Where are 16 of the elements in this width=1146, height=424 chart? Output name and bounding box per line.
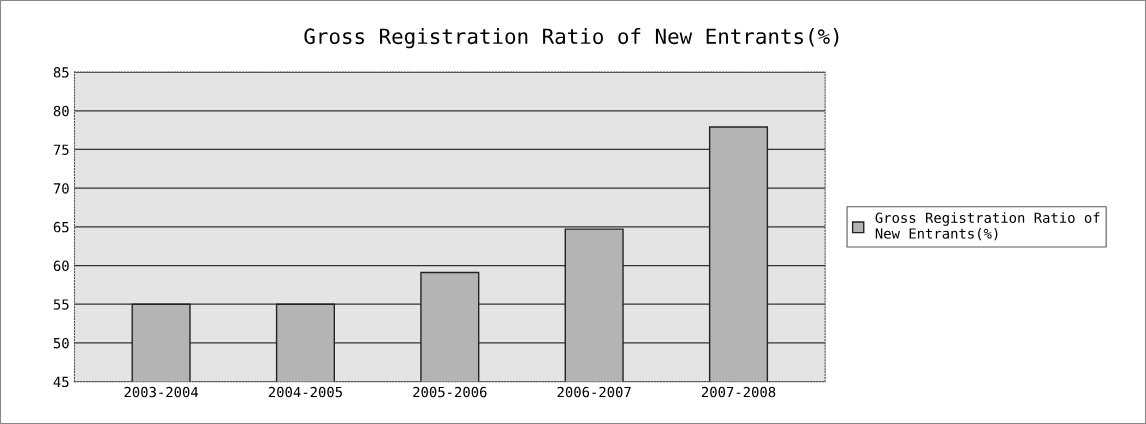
y-tick-label: 75 [53, 144, 69, 155]
y-tick-label: 70 [53, 183, 69, 194]
y-tick-label: 80 [53, 105, 69, 117]
legend-label: Gross Registration Ratio of New Entrants(%) [875, 212, 1100, 241]
y-tick-label: 85 [53, 67, 69, 78]
x-tick-label: 2006-2007 [557, 386, 631, 398]
y-tick-label: 65 [53, 221, 69, 233]
chart-title: Gross Registration Ratio of New Entrants(%) [304, 28, 839, 49]
y-tick-label: 55 [53, 299, 69, 310]
x-tick-label: 2007-2008 [701, 386, 776, 398]
x-tick-label: 2005-2006 [413, 386, 487, 398]
y-tick-label: 50 [53, 337, 69, 349]
x-tick-label: 2003-2004 [124, 386, 199, 398]
y-tick-label: 60 [53, 260, 69, 272]
x-tick-label: 2004-2005 [268, 386, 342, 398]
y-tick-label: 45 [53, 376, 69, 388]
